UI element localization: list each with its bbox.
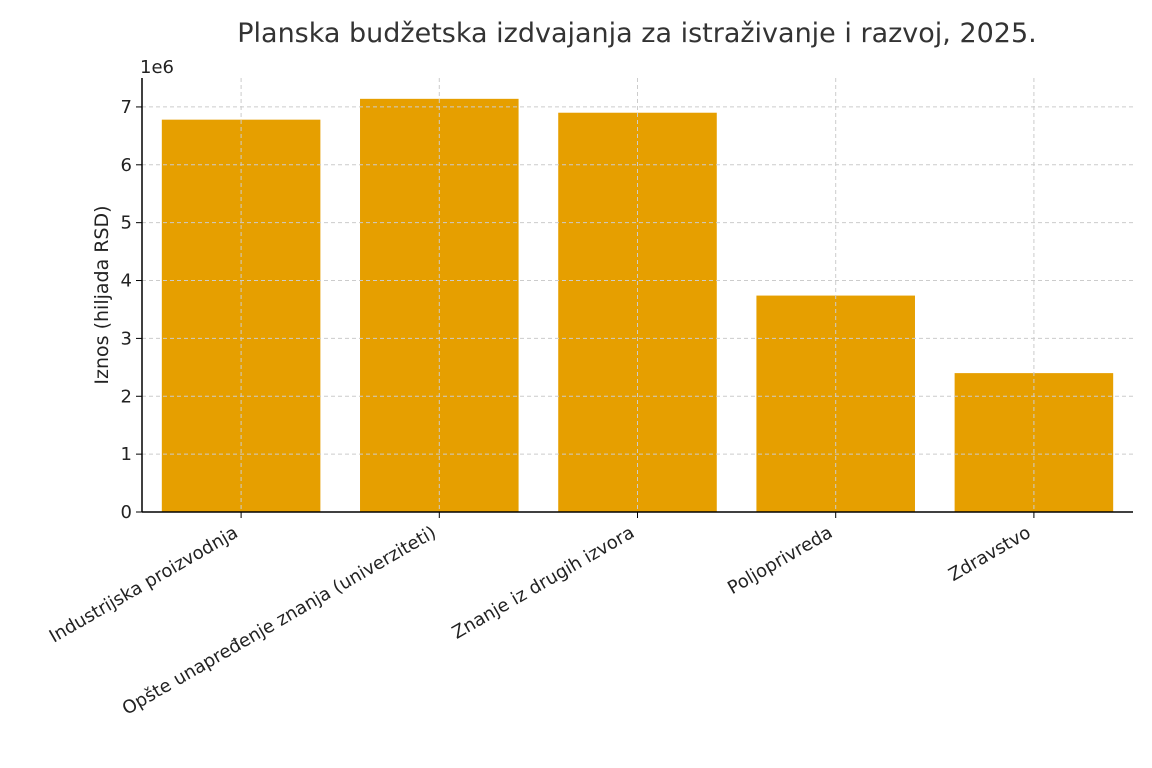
x-tick-label: Industrijska proizvodnja	[46, 522, 242, 647]
y-scale-label: 1e6	[140, 57, 174, 78]
y-tick-label: 2	[121, 386, 132, 407]
y-tick-label: 7	[121, 97, 132, 118]
x-tick-label: Opšte unapređenje znanja (univerziteti)	[119, 522, 440, 719]
x-tick-label: Poljoprivreda	[724, 522, 836, 599]
y-tick-label: 6	[121, 155, 132, 176]
y-tick-label: 0	[121, 502, 132, 523]
y-tick-label: 5	[121, 213, 132, 234]
y-tick-label: 3	[121, 328, 132, 349]
chart-title: Planska budžetska izdvajanja za istraživ…	[237, 18, 1037, 49]
x-gridlines	[240, 78, 1035, 512]
y-tick-label: 4	[121, 271, 132, 292]
y-axis-label: Iznos (hiljada RSD)	[91, 205, 113, 384]
x-tick-label: Zdravstvo	[945, 522, 1034, 586]
x-tick-label: Znanje iz drugih izvora	[449, 522, 638, 643]
y-tick-label: 1	[121, 444, 132, 465]
y-ticks: 0 1 2 3 4 5 6 7	[121, 97, 142, 523]
